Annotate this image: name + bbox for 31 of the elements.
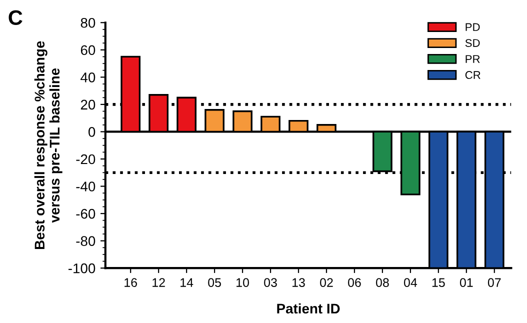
x-tick-label: 03: [264, 278, 277, 287]
x-tick-label: 13: [292, 278, 305, 287]
y-tick-label: 80: [80, 18, 96, 28]
y-tick-label: -40: [76, 182, 96, 192]
x-tick-label: 01: [460, 278, 473, 287]
y-tick-label: 60: [80, 45, 96, 56]
legend-label: PD: [466, 23, 480, 31]
x-axis-title: Patient ID: [277, 303, 340, 314]
x-tick-label: 06: [348, 278, 361, 287]
legend-label: PR: [466, 55, 480, 63]
x-tick-label: 05: [208, 278, 221, 287]
x-tick-label: 02: [320, 278, 333, 287]
x-tick-label: 10: [236, 278, 249, 287]
y-tick-label: 20: [80, 100, 96, 110]
x-tick-label: 16: [124, 278, 137, 287]
y-tick-label: -100: [68, 263, 96, 274]
x-tick-label: 12: [152, 278, 165, 287]
text: C: [8, 10, 22, 25]
y-tick-label: -60: [76, 208, 96, 219]
y-tick-label: 40: [80, 72, 96, 82]
y-axis-title: Best overall response %change versus pre-TIL baseline: [34, 41, 62, 250]
legend-label: CR: [465, 71, 480, 79]
y-tick-label: -80: [76, 236, 96, 246]
x-tick-label: 07: [488, 278, 501, 287]
x-tick-label: 14: [180, 278, 194, 287]
y-tick-label: 0: [88, 127, 96, 137]
legend-label: SD: [465, 39, 480, 47]
x-tick-label: 08: [376, 278, 389, 287]
x-tick-label: 04: [404, 278, 418, 287]
y-tick-label: -20: [76, 154, 96, 164]
x-tick-label: 15: [432, 278, 445, 287]
